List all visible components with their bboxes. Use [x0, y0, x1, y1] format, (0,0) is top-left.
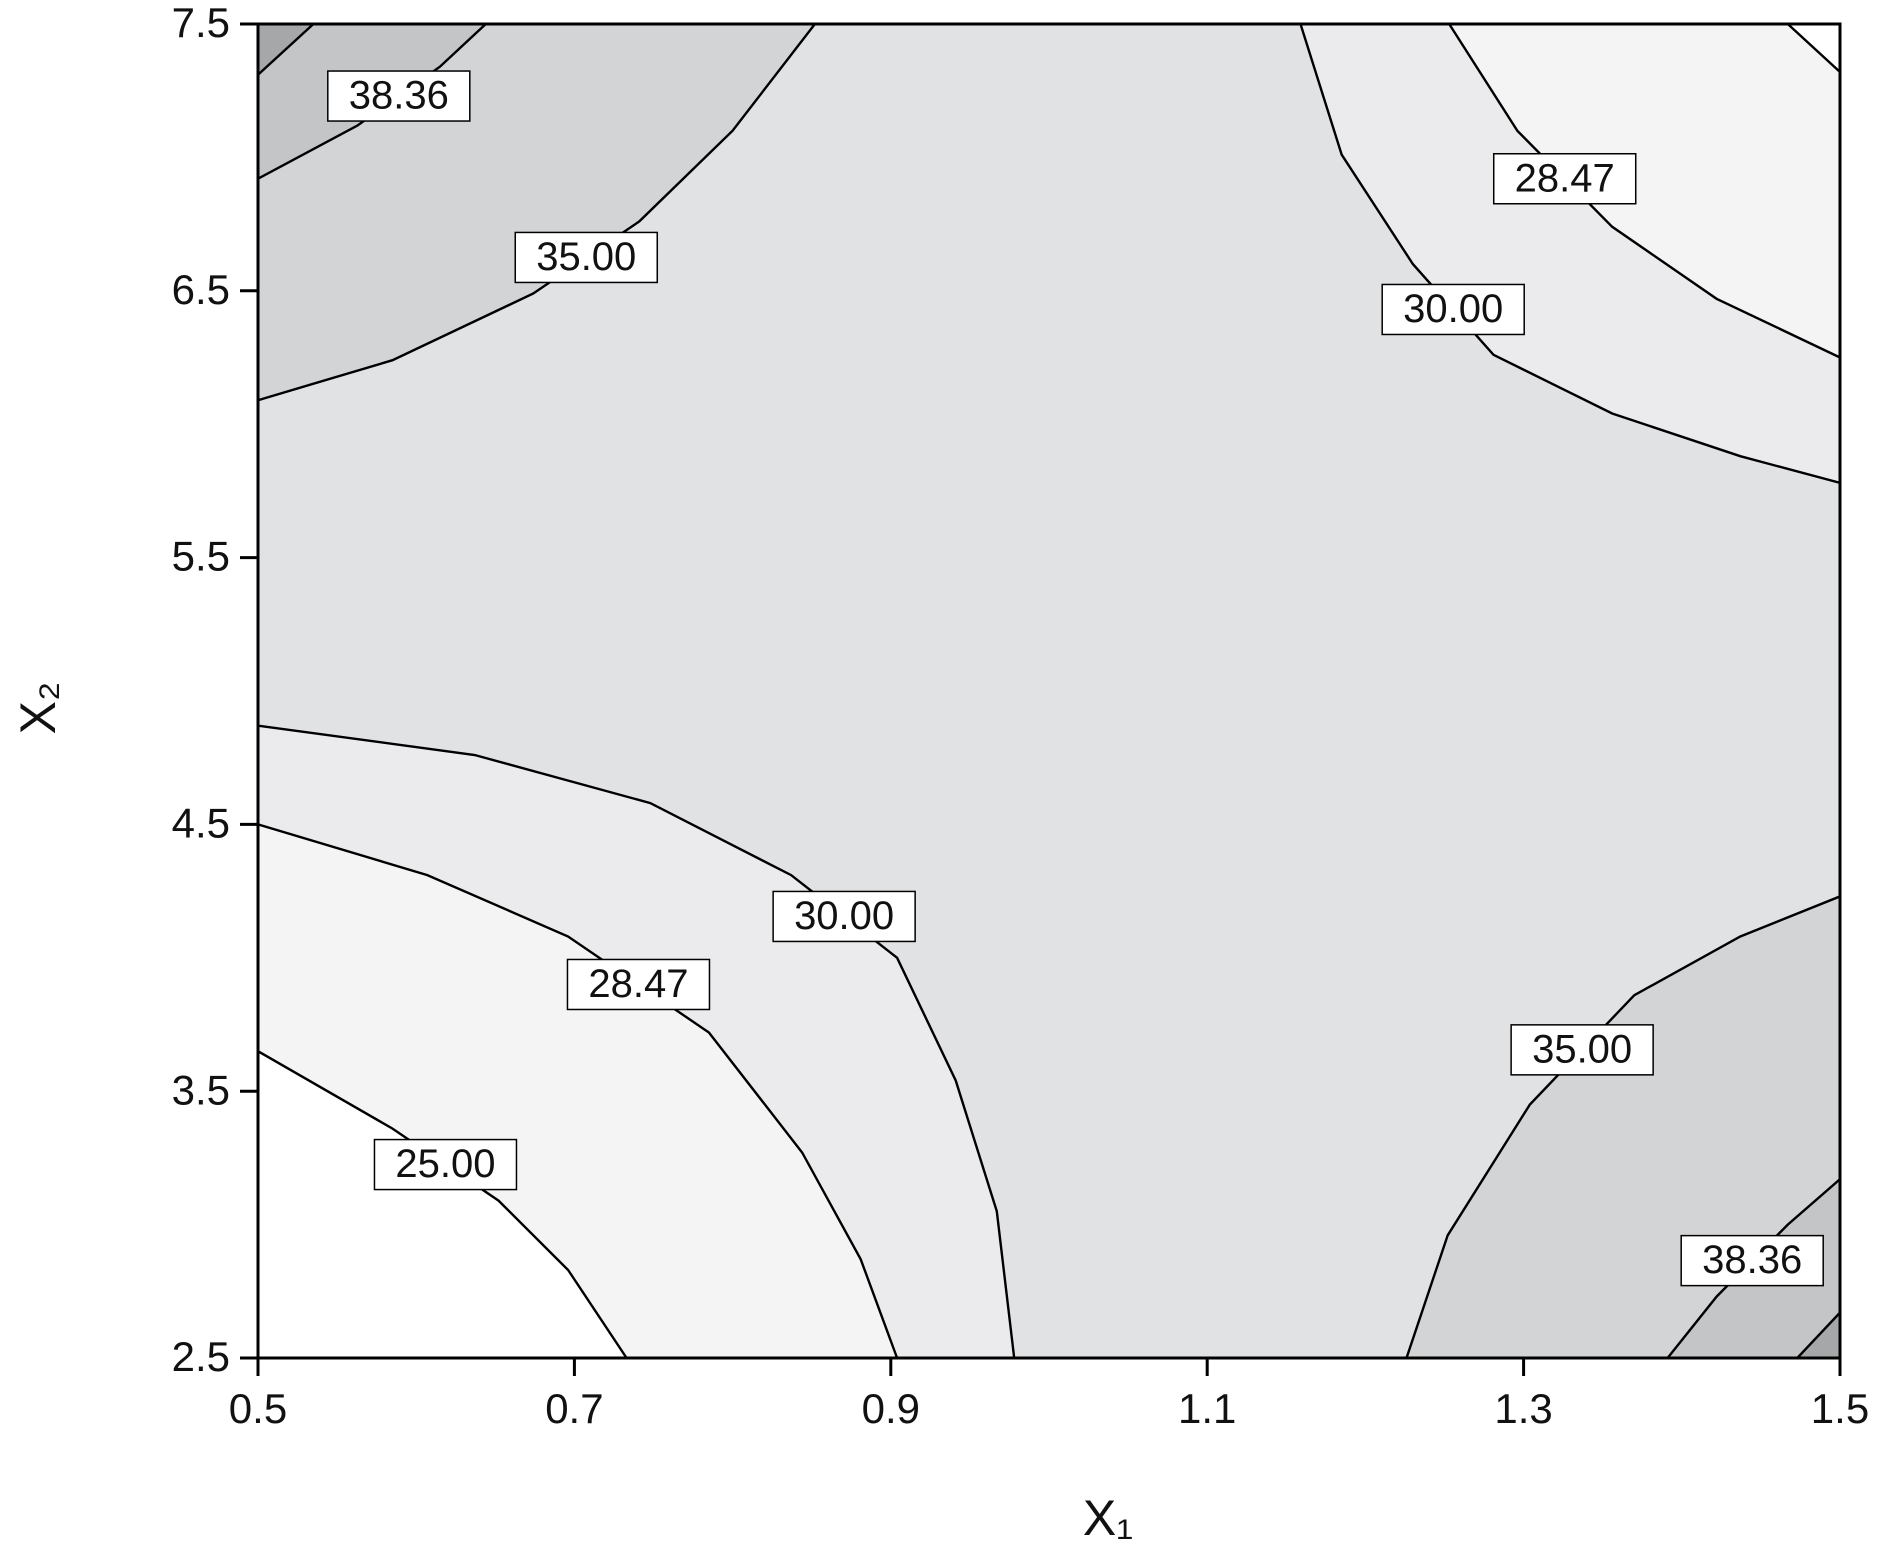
contour-line — [258, 24, 315, 76]
contour-label: 28.47 — [588, 962, 688, 1006]
contour-region — [258, 1051, 627, 1358]
x-tick-label: 1.3 — [1494, 1385, 1552, 1432]
plot-frame — [256, 22, 1842, 1360]
contour-label-box — [1381, 283, 1525, 336]
y-tick-label: 3.5 — [172, 1066, 230, 1113]
x-tick-label: 1.1 — [1178, 1385, 1236, 1432]
contour-line — [258, 823, 899, 1358]
y-tick-label: 4.5 — [172, 799, 230, 846]
contour-label-box — [1680, 1234, 1824, 1287]
contour-label: 35.00 — [536, 235, 636, 279]
x-tick-label: 0.9 — [862, 1385, 920, 1432]
contour-label-box — [373, 1138, 518, 1191]
x-tick-label: 1.5 — [1811, 1385, 1869, 1432]
contour-label: 38.36 — [349, 74, 449, 118]
contour-label-box — [772, 890, 916, 943]
contour-label-box — [1492, 152, 1637, 205]
y-axis-title: X₂ — [10, 682, 66, 735]
x-axis-title: X₁ — [1083, 1490, 1133, 1546]
contour-fills — [258, 24, 1840, 1358]
contour-label-box — [327, 70, 471, 122]
contour-line — [1786, 24, 1840, 73]
y-tick-label: 5.5 — [172, 533, 230, 580]
y-tick-label: 7.5 — [172, 0, 230, 46]
contour-label-box — [566, 958, 711, 1011]
contour-label: 28.47 — [1515, 156, 1615, 200]
contour-labels: 35.00 38.36 30.00 28.47 30.00 28.47 25.00 35.00… — [327, 70, 1824, 1287]
contour-line — [1448, 24, 1840, 359]
contour-label: 30.00 — [1403, 287, 1503, 331]
x-tick-label: 0.5 — [229, 1385, 287, 1432]
contour-label: 25.00 — [395, 1142, 495, 1186]
y-tick-label: 2.5 — [172, 1333, 230, 1380]
contour-label-box — [1510, 1024, 1654, 1076]
contour-label: 38.36 — [1702, 1238, 1802, 1282]
x-tick-label: 0.7 — [545, 1385, 603, 1432]
contour-label: 30.00 — [794, 894, 894, 938]
contour-line — [1796, 1311, 1840, 1358]
y-tick-label: 6.5 — [172, 266, 230, 313]
contour-region — [1449, 24, 1840, 358]
contour-line — [258, 1050, 628, 1358]
contour-label: 35.00 — [1532, 1027, 1632, 1071]
contour-line — [1299, 24, 1840, 485]
contour-label-box — [514, 231, 659, 284]
